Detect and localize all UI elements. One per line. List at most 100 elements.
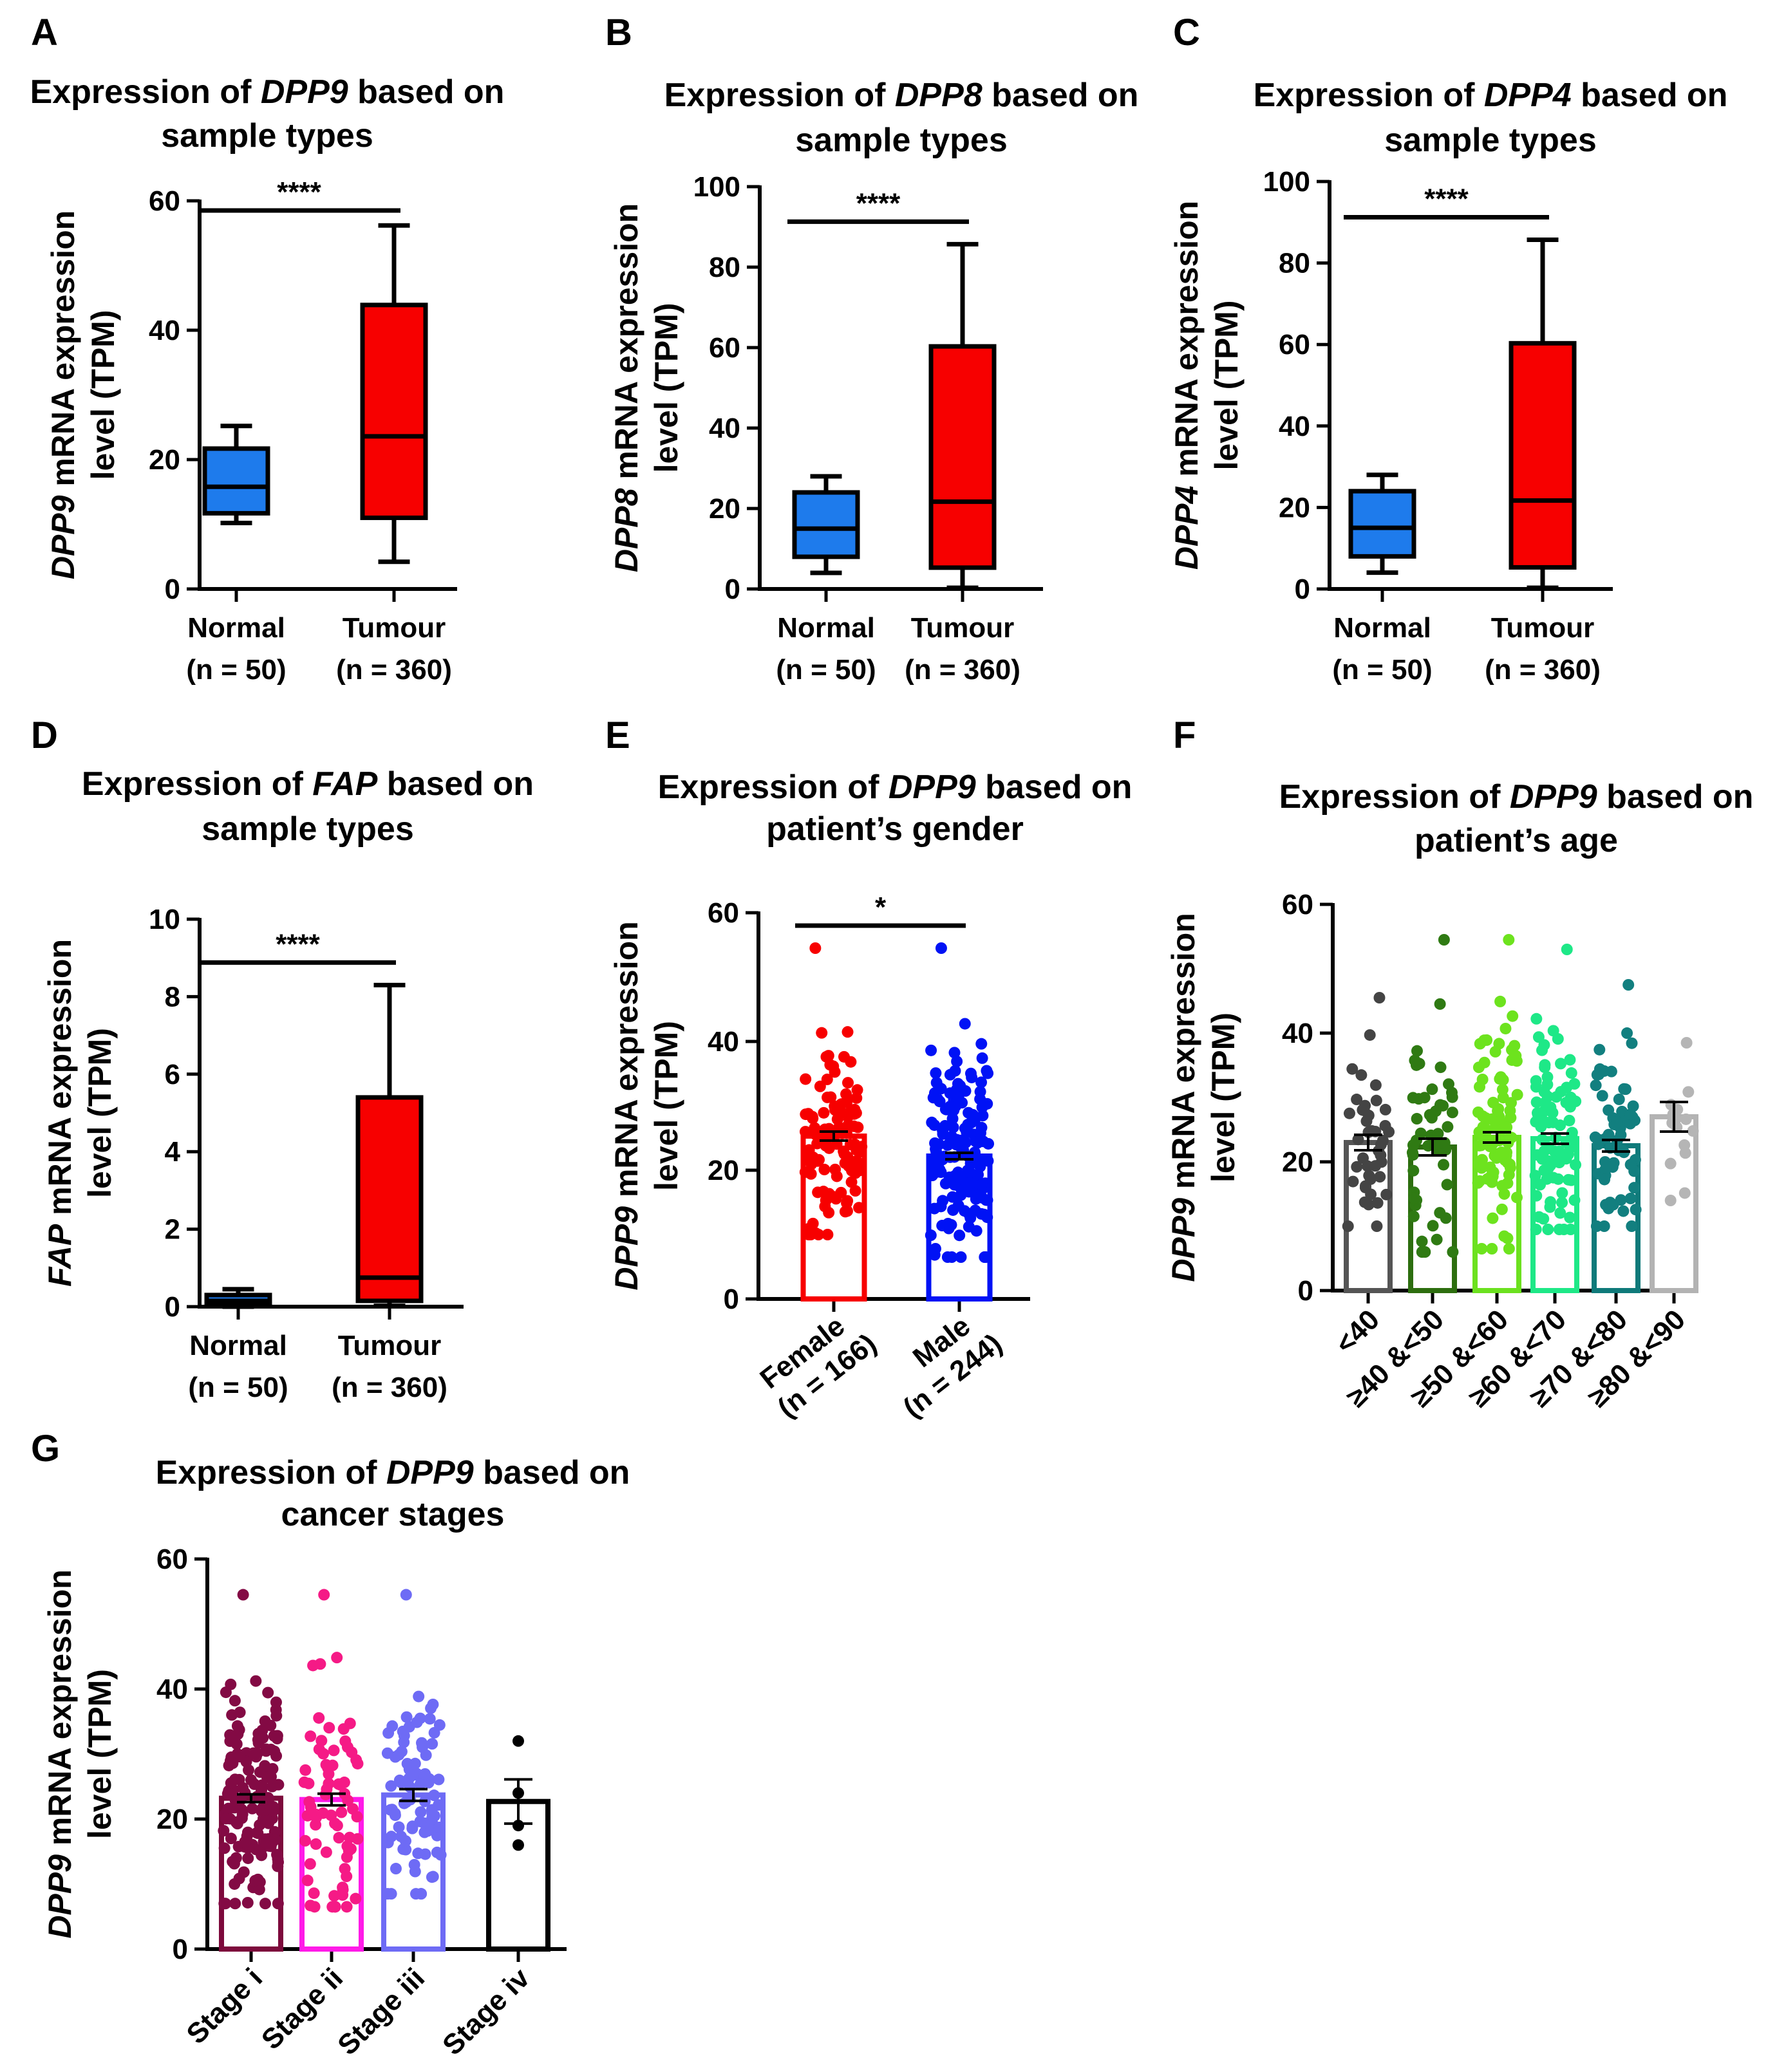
data-point bbox=[1553, 1145, 1565, 1157]
data-point bbox=[981, 1065, 993, 1077]
data-point bbox=[1501, 1121, 1513, 1134]
panel-a: A Expression of DPP9 based on sample types… bbox=[30, 12, 505, 686]
data-point bbox=[229, 1898, 241, 1910]
data-point bbox=[1607, 1199, 1619, 1211]
text-span: Expression of bbox=[658, 769, 888, 806]
data-point bbox=[385, 1780, 397, 1792]
data-point bbox=[1383, 1126, 1395, 1138]
data-point bbox=[1555, 1086, 1567, 1098]
data-point bbox=[841, 1026, 854, 1038]
data-point bbox=[221, 1787, 234, 1800]
data-point bbox=[851, 1156, 863, 1168]
data-point bbox=[1530, 1075, 1542, 1087]
data-point bbox=[955, 1184, 968, 1197]
data-point bbox=[1362, 1160, 1374, 1172]
text-span: FAP bbox=[312, 765, 377, 803]
data-point bbox=[424, 1713, 436, 1725]
panel-label: D bbox=[31, 714, 58, 756]
data-point bbox=[1505, 1112, 1517, 1124]
data-point bbox=[323, 1777, 335, 1789]
data-point bbox=[818, 1163, 831, 1175]
y-tick-label: 60 bbox=[709, 332, 740, 364]
data-point bbox=[963, 1208, 975, 1220]
text-span: based on bbox=[474, 1454, 630, 1491]
data-point bbox=[1529, 1170, 1541, 1182]
data-point bbox=[323, 1722, 335, 1734]
data-point bbox=[809, 1122, 821, 1134]
text-span: mRNA expression bbox=[42, 1569, 78, 1854]
data-point bbox=[218, 1842, 230, 1854]
data-point bbox=[1411, 1045, 1423, 1057]
chart-title: Expression of DPP4 based on bbox=[1254, 77, 1728, 114]
data-point bbox=[229, 1695, 241, 1707]
y-axis-label-line1: DPP9 mRNA expression bbox=[42, 1569, 78, 1938]
data-point bbox=[1442, 1121, 1454, 1133]
category-n: (n = 50) bbox=[188, 1372, 288, 1403]
text-span: mRNA expression bbox=[1165, 913, 1201, 1198]
y-axis-label-line2: level (TPM) bbox=[648, 1021, 684, 1191]
data-point bbox=[827, 1060, 840, 1072]
data-point bbox=[946, 1191, 959, 1203]
data-point bbox=[1538, 1145, 1550, 1157]
data-point bbox=[1496, 1203, 1508, 1215]
data-point bbox=[799, 1166, 811, 1178]
data-point bbox=[229, 1878, 241, 1890]
y-tick-label: 2 bbox=[165, 1214, 180, 1246]
data-point bbox=[227, 1757, 239, 1769]
data-point bbox=[1570, 1159, 1582, 1171]
y-tick-label: 20 bbox=[156, 1804, 188, 1835]
data-point bbox=[944, 1087, 956, 1099]
data-point bbox=[227, 1856, 239, 1868]
data-point bbox=[435, 1849, 447, 1861]
data-point bbox=[1603, 1104, 1615, 1116]
data-point bbox=[1630, 1204, 1642, 1216]
data-point bbox=[1510, 1050, 1522, 1062]
panel-c: C Expression of DPP4 based on sample types… bbox=[1169, 12, 1727, 686]
box bbox=[355, 1095, 424, 1303]
y-axis-label: FAP mRNA expression level (TPM) bbox=[42, 939, 118, 1287]
text-span: based on bbox=[983, 77, 1139, 114]
text-span: DPP9 bbox=[888, 769, 976, 806]
y-tick-label: 0 bbox=[724, 1283, 739, 1315]
x-tick-label: Stage iii bbox=[332, 1962, 431, 2061]
data-point bbox=[813, 1153, 825, 1166]
box bbox=[1509, 341, 1577, 570]
data-point bbox=[935, 942, 947, 954]
data-point bbox=[1509, 1040, 1521, 1052]
data-point bbox=[1537, 1213, 1550, 1225]
data-point bbox=[351, 1811, 363, 1823]
data-point bbox=[428, 1726, 440, 1739]
data-point bbox=[237, 1589, 249, 1601]
y-tick-label: 20 bbox=[149, 444, 180, 476]
panel-e: E Expression of DPP9 based on patient’s ge… bbox=[605, 714, 1132, 1424]
y-axis-label-line1: FAP mRNA expression bbox=[42, 939, 78, 1287]
data-point bbox=[393, 1821, 405, 1833]
chart-title-line2: sample types bbox=[161, 117, 373, 154]
chart-title: Expression of DPP9 based on bbox=[1279, 778, 1754, 816]
data-point bbox=[232, 1728, 244, 1741]
data-point bbox=[1445, 1087, 1458, 1099]
category-name: Tumour bbox=[343, 612, 446, 644]
data-point bbox=[1563, 1114, 1575, 1126]
data-point bbox=[1474, 1038, 1486, 1050]
data-point bbox=[253, 1883, 265, 1896]
data-point bbox=[963, 1220, 975, 1233]
data-point bbox=[842, 1077, 854, 1089]
category-name: Tumour bbox=[911, 612, 1015, 644]
data-point bbox=[254, 1780, 267, 1793]
data-point bbox=[1596, 1090, 1608, 1102]
y-tick-label: 80 bbox=[1279, 248, 1310, 279]
y-tick-label: 20 bbox=[1279, 492, 1310, 523]
data-point bbox=[1530, 1096, 1543, 1108]
data-point bbox=[818, 1106, 830, 1119]
data-point bbox=[1613, 1093, 1625, 1105]
data-point bbox=[350, 1754, 362, 1766]
y-tick-label: 40 bbox=[149, 315, 180, 346]
data-point bbox=[1564, 1211, 1576, 1224]
data-point bbox=[1495, 1071, 1507, 1083]
x-tick-label: Stage iv bbox=[437, 1962, 536, 2061]
data-point bbox=[426, 1738, 438, 1750]
data-point bbox=[1426, 1083, 1438, 1096]
data-point bbox=[1498, 1230, 1510, 1242]
data-point bbox=[382, 1888, 394, 1900]
